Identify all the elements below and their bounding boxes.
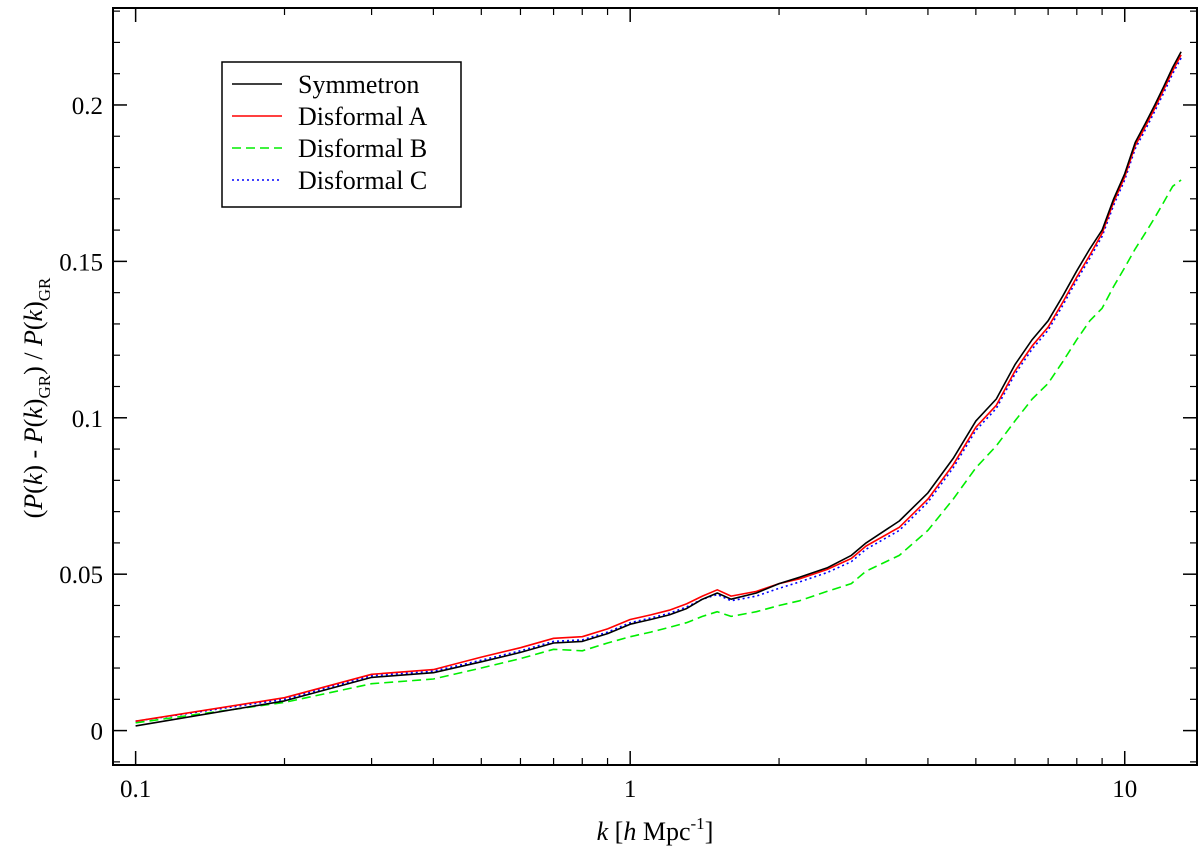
- legend-label: Disformal B: [298, 134, 427, 163]
- x-label-var: k: [597, 817, 609, 846]
- legend-label: Disformal C: [298, 166, 427, 195]
- y-label-part: k: [19, 407, 48, 419]
- y-label-part: (: [19, 510, 48, 519]
- x-label-sup: -1: [691, 814, 705, 833]
- series-line-disformal-a: [135, 54, 1182, 722]
- x-tick-label: 1: [624, 776, 637, 803]
- y-label-part: ): [19, 399, 48, 408]
- y-label-part: P: [19, 494, 48, 511]
- y-label-sub: GR: [35, 374, 54, 398]
- y-label-part: (: [19, 419, 48, 428]
- x-label-mid: [: [608, 817, 623, 846]
- series-line-disformal-b: [135, 179, 1182, 724]
- y-label-sub: GR: [35, 277, 54, 301]
- y-label-part: (: [19, 485, 48, 494]
- tick-labels: 0.1 1 10 0 0.05 0.1 0.15 0.2: [59, 93, 1137, 803]
- x-tick-label: 0.1: [120, 776, 151, 803]
- x-label-h: h: [623, 817, 636, 846]
- y-label-part: ) -: [19, 443, 48, 473]
- x-tick-label: 10: [1112, 776, 1137, 803]
- y-label-part: P: [19, 330, 48, 347]
- legend-label: Disformal A: [298, 102, 427, 131]
- x-label-end: ]: [705, 817, 714, 846]
- y-tick-label: 0: [91, 719, 104, 746]
- legend-box: [221, 61, 462, 208]
- y-axis-label: (P(k) - P(k)GR) / P(k)GR: [19, 277, 54, 518]
- legend-label: Symmetron: [298, 70, 419, 99]
- y-label-part: k: [19, 309, 48, 321]
- legend: Symmetron Disformal A Disformal B Disformal…: [221, 61, 462, 208]
- x-label-unit: Mpc: [636, 817, 690, 846]
- series-lines: [135, 51, 1182, 727]
- y-label-part: P: [19, 427, 48, 444]
- y-label-part: ): [19, 301, 48, 310]
- series-line-symmetron: [135, 51, 1182, 727]
- y-tick-label: 0.1: [72, 406, 103, 433]
- y-label-part: k: [19, 473, 48, 485]
- y-tick-label: 0.05: [59, 562, 103, 589]
- series-line-disformal-c: [135, 57, 1182, 722]
- y-tick-label: 0.15: [59, 249, 103, 276]
- legend-items: Symmetron Disformal A Disformal B Disformal…: [232, 70, 427, 195]
- y-label-part: (: [19, 321, 48, 330]
- y-label-part: ) /: [19, 346, 48, 375]
- axis-ticks: [113, 8, 1197, 765]
- x-axis-label: k [h Mpc-1]: [597, 814, 714, 846]
- y-tick-label: 0.2: [72, 93, 103, 120]
